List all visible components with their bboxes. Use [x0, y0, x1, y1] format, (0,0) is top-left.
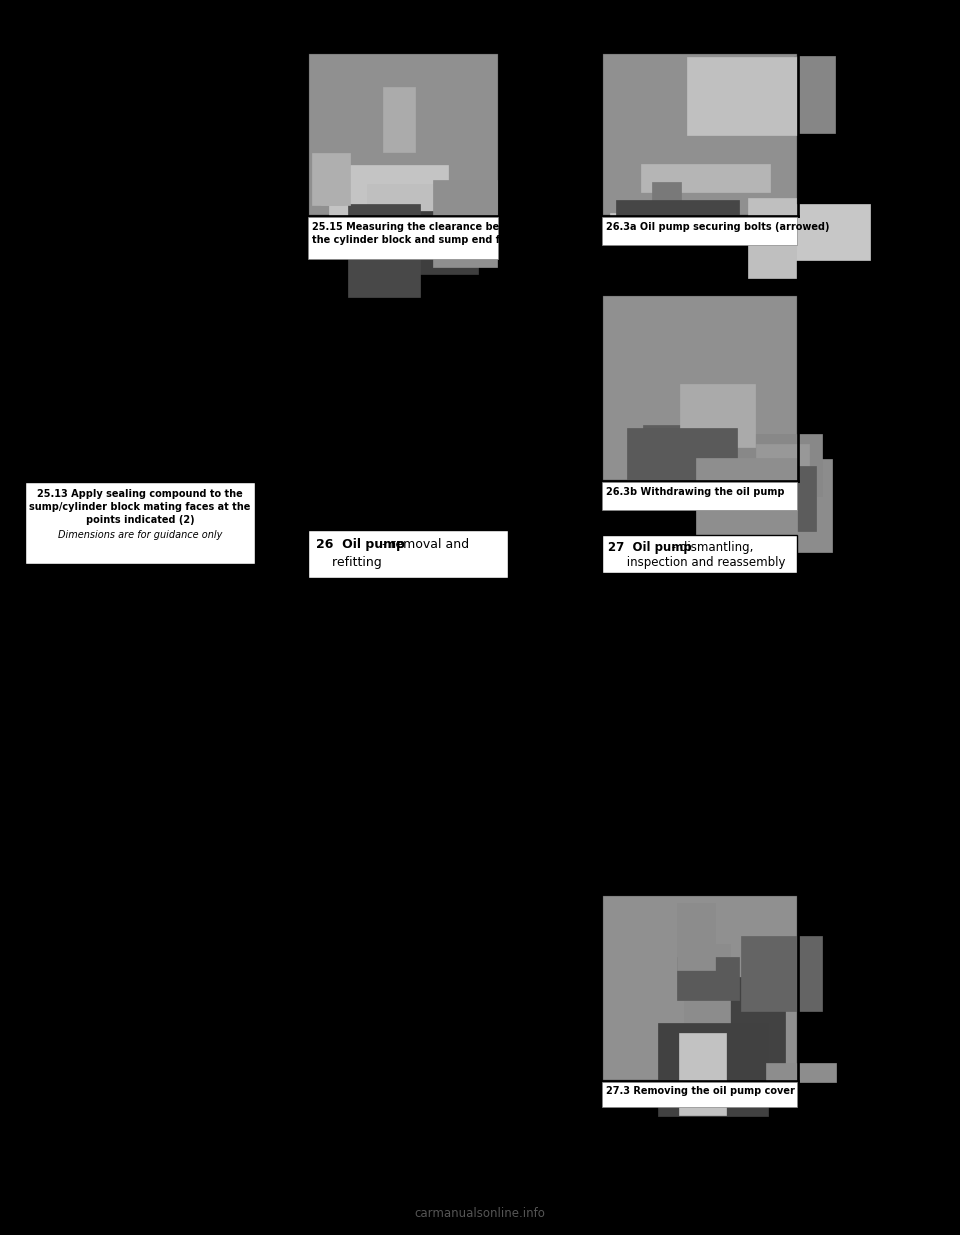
- Bar: [353, 211, 478, 274]
- Text: 25.15 Measuring the clearance between: 25.15 Measuring the clearance between: [312, 222, 533, 232]
- Bar: [308, 53, 498, 215]
- Text: sump/cylinder block mating faces at the: sump/cylinder block mating faces at the: [30, 501, 251, 513]
- Text: - dismantling,: - dismantling,: [668, 541, 754, 555]
- Bar: [610, 212, 668, 242]
- Bar: [797, 293, 799, 482]
- Text: 25.13 Apply sealing compound to the: 25.13 Apply sealing compound to the: [37, 489, 243, 499]
- Bar: [659, 1023, 768, 1115]
- Bar: [602, 295, 797, 480]
- Bar: [756, 445, 809, 488]
- Bar: [306, 215, 500, 217]
- Bar: [602, 217, 797, 245]
- Bar: [321, 186, 345, 205]
- Bar: [703, 466, 816, 531]
- Bar: [308, 530, 508, 578]
- Bar: [348, 204, 420, 296]
- Bar: [602, 482, 797, 510]
- Text: 26  Oil pump: 26 Oil pump: [316, 538, 405, 551]
- Bar: [677, 957, 738, 999]
- Bar: [600, 215, 799, 217]
- Bar: [759, 459, 832, 552]
- Bar: [498, 51, 500, 217]
- Text: 26.3b Withdrawing the oil pump: 26.3b Withdrawing the oil pump: [606, 487, 784, 496]
- Bar: [797, 893, 799, 1082]
- Bar: [797, 51, 799, 217]
- Bar: [708, 435, 822, 496]
- Bar: [687, 57, 797, 135]
- Bar: [766, 1063, 835, 1082]
- Bar: [600, 51, 602, 217]
- Bar: [600, 893, 602, 1082]
- Bar: [641, 164, 770, 191]
- Bar: [681, 384, 755, 447]
- Bar: [643, 425, 745, 499]
- Bar: [600, 480, 799, 482]
- Bar: [329, 165, 447, 215]
- Text: 26.3a Oil pump securing bolts (arrowed): 26.3a Oil pump securing bolts (arrowed): [606, 222, 829, 232]
- Bar: [367, 184, 440, 238]
- Bar: [600, 893, 799, 895]
- Bar: [748, 198, 797, 278]
- Bar: [308, 217, 498, 259]
- Text: the cylinder block and sump end faces: the cylinder block and sump end faces: [312, 235, 524, 245]
- Bar: [616, 200, 739, 236]
- Bar: [710, 977, 784, 1068]
- Text: 27  Oil pump: 27 Oil pump: [608, 541, 692, 555]
- Bar: [312, 153, 350, 205]
- Text: refitting: refitting: [316, 556, 382, 569]
- Text: Dimensions are for guidance only: Dimensions are for guidance only: [58, 530, 222, 540]
- Bar: [602, 53, 797, 215]
- Bar: [652, 182, 681, 222]
- Text: carmanualsonline.info: carmanualsonline.info: [415, 1207, 545, 1220]
- Text: 27.3 Removing the oil pump cover: 27.3 Removing the oil pump cover: [606, 1086, 795, 1095]
- Bar: [383, 88, 416, 152]
- Bar: [602, 895, 797, 1079]
- Bar: [763, 204, 871, 259]
- Bar: [600, 293, 799, 295]
- Bar: [602, 1082, 797, 1107]
- Bar: [600, 293, 602, 482]
- Bar: [600, 1079, 799, 1082]
- Bar: [696, 458, 797, 556]
- Bar: [602, 535, 797, 573]
- Bar: [306, 51, 308, 217]
- Bar: [600, 51, 799, 53]
- Text: points indicated (2): points indicated (2): [85, 515, 194, 525]
- Bar: [741, 936, 822, 1011]
- Text: - removal and: - removal and: [378, 538, 469, 551]
- Bar: [627, 427, 737, 508]
- Bar: [794, 57, 835, 132]
- Bar: [677, 903, 714, 971]
- Bar: [684, 945, 730, 1031]
- Bar: [306, 51, 500, 53]
- Text: inspection and reassembly: inspection and reassembly: [608, 556, 785, 569]
- Bar: [679, 1034, 726, 1115]
- Bar: [25, 482, 255, 564]
- Bar: [433, 180, 496, 267]
